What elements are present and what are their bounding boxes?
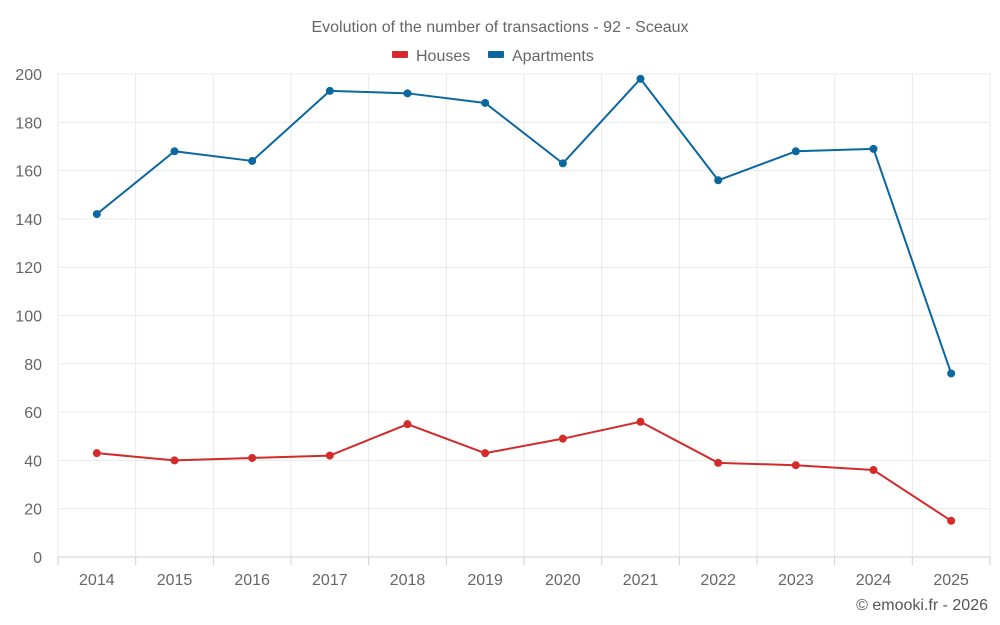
legend-swatch-apartments [488,51,504,58]
data-point-apartments[interactable] [558,159,567,168]
data-point-houses[interactable] [636,417,645,426]
data-point-houses[interactable] [481,449,490,458]
data-point-apartments[interactable] [714,176,723,185]
data-point-houses[interactable] [403,420,412,429]
chart-title: Evolution of the number of transactions … [311,19,688,36]
data-point-houses[interactable] [947,516,956,525]
y-tick-label: 100 [15,309,42,326]
data-point-apartments[interactable] [325,86,334,95]
data-point-houses[interactable] [791,461,800,470]
y-tick-label: 200 [15,67,42,84]
y-axis-ticks: 0 20 40 60 80 100 120 140 160 180 200 [15,67,42,567]
data-point-apartments[interactable] [170,147,179,156]
data-point-houses[interactable] [558,434,567,443]
y-tick-label: 40 [24,453,42,470]
data-point-houses[interactable] [325,451,334,460]
data-point-houses[interactable] [714,458,723,467]
x-tick-label: 2021 [623,572,659,589]
x-tick-label: 2020 [545,572,581,589]
data-point-apartments[interactable] [869,144,878,153]
data-point-apartments[interactable] [791,147,800,156]
data-point-houses[interactable] [248,453,257,462]
credit-text: © emooki.fr - 2026 [856,597,988,614]
series-layer [92,74,956,525]
x-axis-ticks: 2014 2015 2016 2017 2018 2019 2020 2021 2022 2023… [79,572,969,589]
data-point-apartments[interactable] [947,369,956,378]
data-point-houses[interactable] [869,466,878,475]
y-tick-label: 80 [24,357,42,374]
x-tick-label: 2024 [856,572,892,589]
legend: Houses Apartments [392,48,594,65]
legend-label-apartments[interactable]: Apartments [512,48,594,65]
x-tick-label: 2022 [700,572,736,589]
x-tick-label: 2023 [778,572,814,589]
data-point-apartments[interactable] [636,74,645,83]
y-tick-label: 120 [15,260,42,277]
x-tick-label: 2014 [79,572,115,589]
data-point-apartments[interactable] [481,98,490,107]
series-line-apartments [96,77,953,374]
x-tick-label: 2018 [390,572,426,589]
y-tick-label: 160 [15,164,42,181]
data-point-apartments[interactable] [403,89,412,98]
y-tick-label: 140 [15,212,42,229]
data-point-apartments[interactable] [248,156,257,165]
legend-swatch-houses [392,51,408,58]
legend-label-houses[interactable]: Houses [416,48,470,65]
series-line-houses [96,420,952,522]
x-tick-label: 2015 [157,572,193,589]
data-point-houses[interactable] [170,456,179,465]
x-tick-label: 2019 [467,572,503,589]
y-tick-label: 20 [24,502,42,519]
y-tick-label: 0 [33,550,42,567]
y-tick-label: 180 [15,115,42,132]
grid-layer [57,73,991,565]
y-tick-label: 60 [24,405,42,422]
x-tick-label: 2016 [234,572,270,589]
x-tick-label: 2017 [312,572,348,589]
x-tick-label: 2025 [933,572,969,589]
data-point-houses[interactable] [92,449,101,458]
data-point-apartments[interactable] [92,210,101,219]
